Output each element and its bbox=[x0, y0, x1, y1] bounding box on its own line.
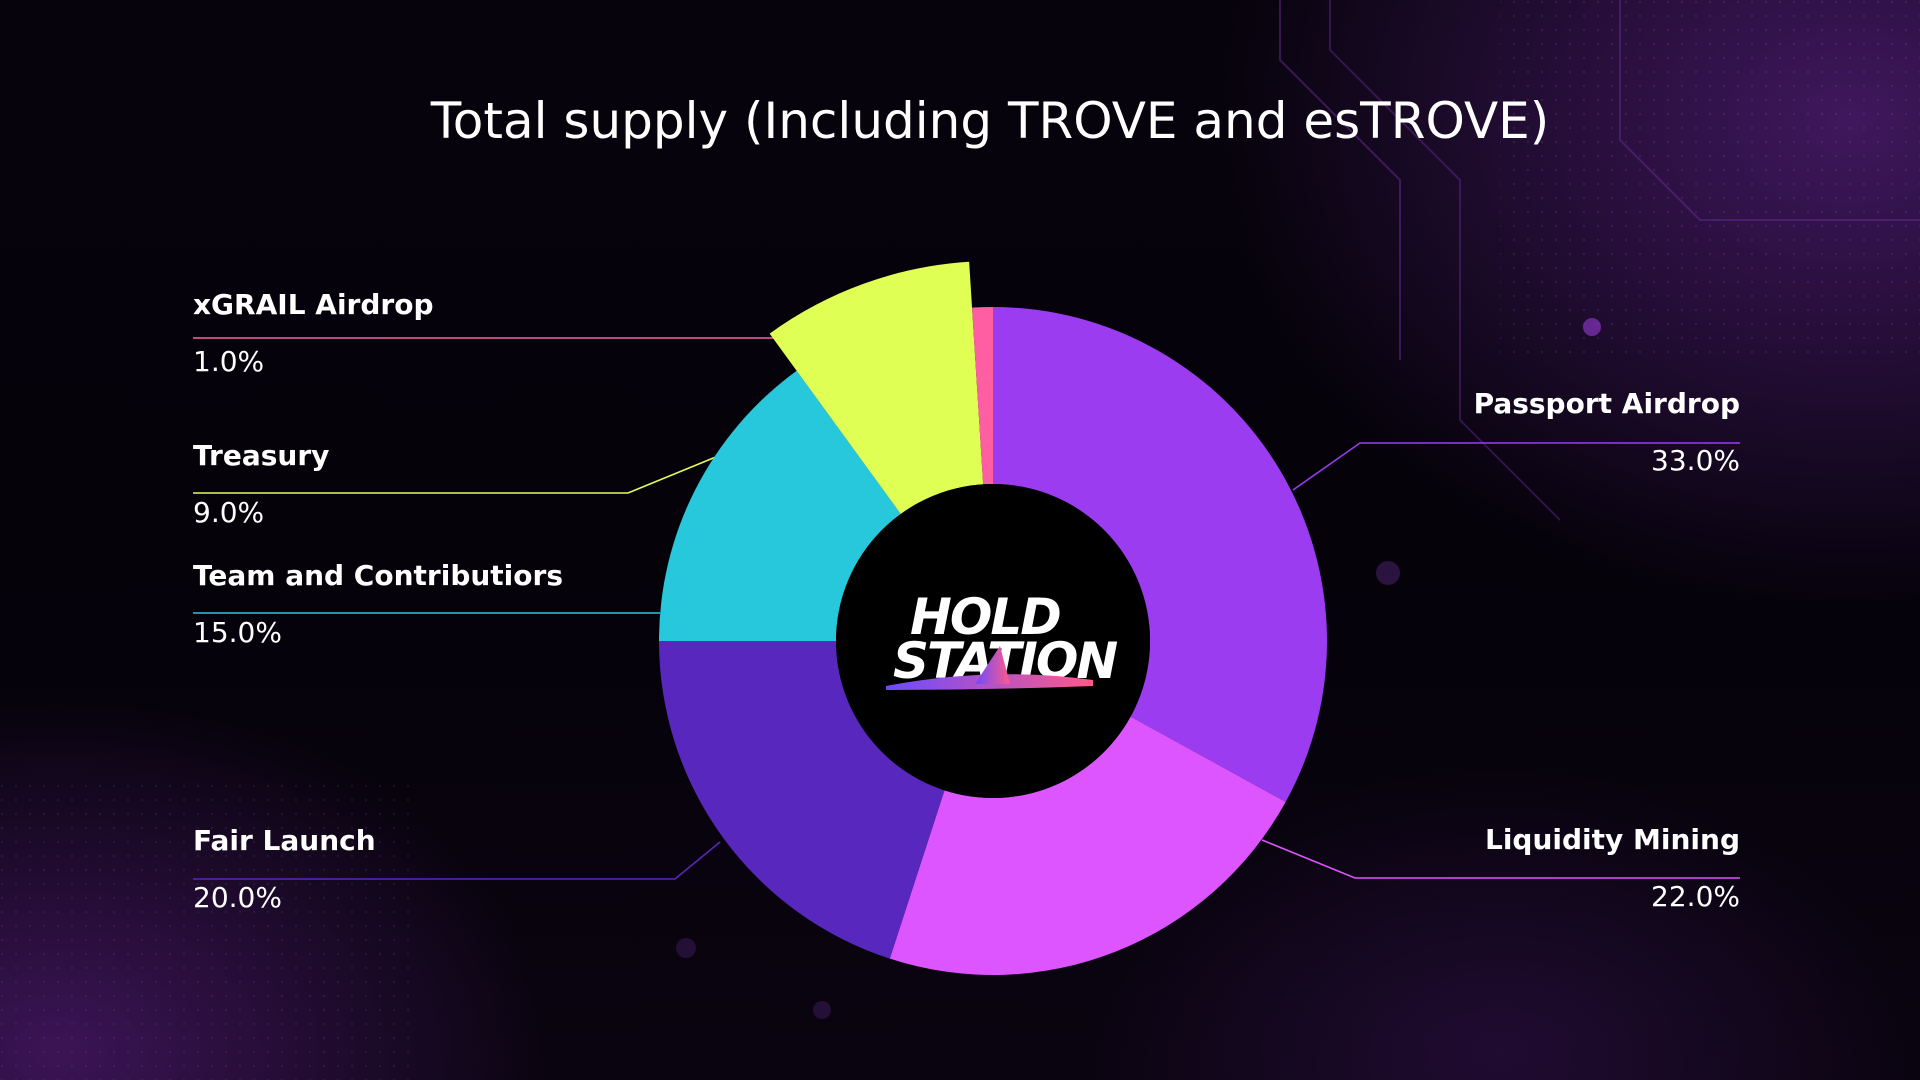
label-value-passport-airdrop: 33.0% bbox=[1651, 444, 1740, 477]
label-value-liquidity-mining: 22.0% bbox=[1651, 880, 1740, 913]
donut-center bbox=[836, 484, 1150, 798]
pie-slices bbox=[659, 261, 1327, 975]
label-value-team-and-contributiors: 15.0% bbox=[193, 616, 282, 649]
label-value-fair-launch: 20.0% bbox=[193, 881, 282, 914]
label-name-team-and-contributiors: Team and Contributiors bbox=[193, 559, 563, 592]
logo-fin bbox=[975, 646, 1010, 684]
slice-passport-airdrop bbox=[993, 307, 1327, 802]
label-name-passport-airdrop: Passport Airdrop bbox=[1474, 387, 1740, 420]
label-name-liquidity-mining: Liquidity Mining bbox=[1485, 823, 1740, 856]
chart-title: Total supply (Including TROVE and esTROV… bbox=[430, 92, 1550, 150]
leader-line-passport-airdrop bbox=[1292, 442, 1740, 491]
slice-fair-launch bbox=[659, 641, 945, 959]
slice-xgrail-airdrop bbox=[972, 307, 993, 485]
leader-line-liquidity-mining bbox=[1261, 839, 1740, 879]
label-name-fair-launch: Fair Launch bbox=[193, 824, 376, 857]
label-value-xgrail-airdrop: 1.0% bbox=[193, 345, 264, 378]
logo-line1: HOLD bbox=[910, 588, 1060, 646]
leader-line-fair-launch bbox=[193, 841, 721, 880]
slice-liquidity-mining bbox=[889, 716, 1286, 975]
label-value-treasury: 9.0% bbox=[193, 496, 264, 529]
label-name-treasury: Treasury bbox=[193, 439, 329, 472]
label-name-xgrail-airdrop: xGRAIL Airdrop bbox=[193, 288, 434, 321]
slice-team-and-contributiors bbox=[659, 370, 901, 641]
holdstation-logo: HOLD STATION bbox=[886, 588, 1119, 690]
slice-labels: Passport Airdrop 33.0% Liquidity Mining 22.… bbox=[193, 288, 1740, 914]
slice-treasury bbox=[769, 261, 984, 514]
